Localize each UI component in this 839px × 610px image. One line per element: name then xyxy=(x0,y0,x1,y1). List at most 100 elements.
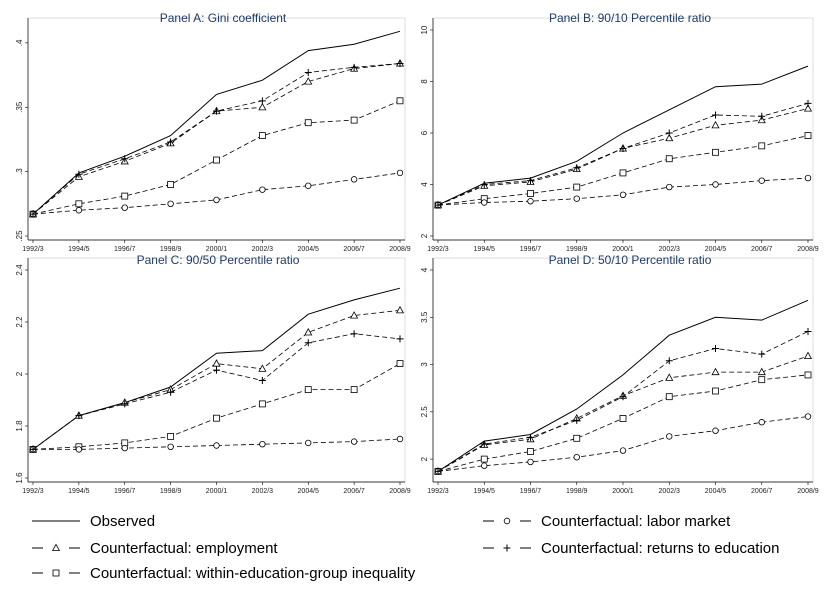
data-point xyxy=(121,192,129,200)
data-point xyxy=(711,367,720,376)
series-plus xyxy=(29,330,404,453)
x-tick-label: 1998/9 xyxy=(160,246,182,253)
data-point xyxy=(434,467,442,475)
legend-label: Counterfactual: labor market xyxy=(541,513,731,530)
legend-label: Counterfactual: employment xyxy=(90,540,278,557)
data-point xyxy=(304,68,312,76)
x-tick-label: 2006/7 xyxy=(343,246,365,253)
series-square xyxy=(29,360,404,453)
x-tick-label: 2008/9 xyxy=(797,246,819,253)
series-solid xyxy=(437,299,809,472)
data-point xyxy=(712,111,719,119)
data-point xyxy=(665,133,674,142)
data-point xyxy=(396,169,404,177)
data-point xyxy=(758,350,766,358)
series-line xyxy=(437,374,809,472)
data-point xyxy=(259,441,266,448)
series-circle xyxy=(29,169,404,218)
data-point xyxy=(305,439,312,447)
data-point xyxy=(75,446,83,453)
data-point xyxy=(395,305,405,314)
data-point xyxy=(712,387,719,395)
data-point xyxy=(75,170,83,178)
x-tick-label: 1992/3 xyxy=(22,488,44,495)
y-tick-label: 4 xyxy=(420,182,429,187)
data-point xyxy=(350,176,358,183)
data-point xyxy=(665,357,673,365)
data-point xyxy=(666,433,673,440)
plot-frame xyxy=(432,17,814,241)
x-tick-label: 2004/5 xyxy=(298,246,320,253)
y-tick-label: 10 xyxy=(420,25,429,34)
x-tick-label: 1998/9 xyxy=(566,488,588,495)
triangle-icon xyxy=(51,543,61,551)
data-point xyxy=(804,99,812,107)
series-line xyxy=(33,438,401,450)
legend-item: Counterfactual: returns to education xyxy=(483,540,779,557)
data-point xyxy=(619,393,627,401)
data-point xyxy=(304,386,312,394)
data-point xyxy=(305,182,312,189)
data-point xyxy=(434,201,442,209)
y-tick-label: .4 xyxy=(15,39,24,46)
data-point xyxy=(167,138,175,146)
y-tick-label: 3 xyxy=(420,362,429,367)
data-point xyxy=(258,364,267,372)
series-line xyxy=(32,309,401,450)
data-point xyxy=(712,344,719,352)
series-solid xyxy=(32,30,401,215)
x-tick-label: 2008/9 xyxy=(389,246,411,253)
data-point xyxy=(29,445,37,453)
x-tick-label: 1992/3 xyxy=(427,488,449,495)
series-solid xyxy=(437,65,809,206)
legend-item: Counterfactual: labor market xyxy=(483,513,731,530)
x-tick-label: 1994/5 xyxy=(68,488,90,495)
data-point xyxy=(396,97,404,105)
circle-icon xyxy=(503,517,511,525)
x-tick-label: 2006/7 xyxy=(751,246,773,253)
x-tick-label: 2002/3 xyxy=(659,246,681,253)
panel-title: Panel A: Gini coefficient xyxy=(160,11,287,25)
panel-3: Panel C: 90/50 Percentile ratio 1992/3 199… xyxy=(15,253,411,495)
x-tick-label: 2002/3 xyxy=(659,488,681,495)
data-point xyxy=(396,59,404,67)
data-point xyxy=(213,442,220,449)
x-tick-label: 2004/5 xyxy=(705,246,727,253)
data-point xyxy=(259,186,266,193)
data-point xyxy=(666,183,673,191)
x-tick-label: 2000/1 xyxy=(206,246,228,253)
data-point xyxy=(121,400,129,408)
series-line xyxy=(437,65,809,206)
square-icon xyxy=(52,569,60,577)
legend-item: Counterfactual: within-education-group i… xyxy=(32,565,416,582)
legend-item: Observed xyxy=(32,513,155,530)
data-point xyxy=(573,195,580,202)
panel-4: Panel D: 50/10 Percentile ratio 1992/3 199… xyxy=(420,253,819,495)
data-point xyxy=(396,435,404,443)
data-point xyxy=(480,440,488,448)
y-tick-label: 4 xyxy=(420,267,429,272)
data-point xyxy=(758,376,766,384)
data-point xyxy=(712,148,719,156)
series-line xyxy=(437,355,809,472)
data-point xyxy=(803,351,813,360)
y-tick-label: 6 xyxy=(420,130,429,135)
data-point xyxy=(804,174,812,182)
y-tick-label: 2 xyxy=(420,456,429,461)
data-point xyxy=(758,419,765,426)
series-line xyxy=(32,63,401,215)
data-point xyxy=(212,359,221,367)
x-tick-label: 2000/1 xyxy=(612,246,634,253)
data-point xyxy=(665,129,673,137)
y-tick-label: 3.5 xyxy=(420,311,429,323)
data-point xyxy=(304,77,313,85)
y-tick-label: 1.8 xyxy=(15,420,24,432)
data-point xyxy=(712,181,719,188)
legend-label: Counterfactual: within-education-group i… xyxy=(90,565,416,582)
data-point xyxy=(396,335,404,343)
y-tick-label: .3 xyxy=(15,168,24,175)
x-tick-label: 2002/3 xyxy=(252,488,274,495)
data-point xyxy=(804,413,812,420)
data-point xyxy=(619,144,627,152)
x-tick-label: 1992/3 xyxy=(22,246,44,253)
